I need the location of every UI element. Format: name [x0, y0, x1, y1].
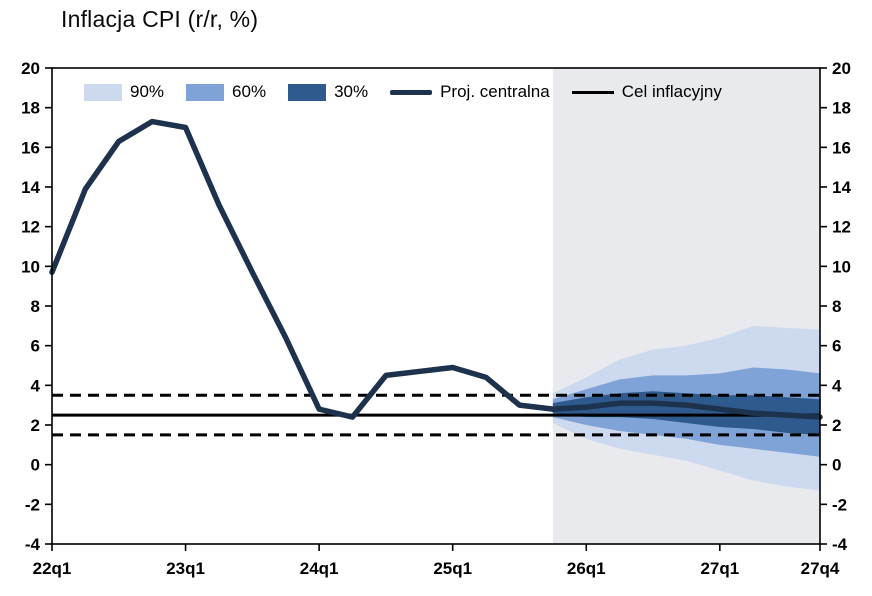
legend-label-90: 90%	[130, 82, 165, 101]
svg-text:18: 18	[21, 99, 40, 118]
svg-text:24q1: 24q1	[300, 559, 339, 578]
svg-text:8: 8	[832, 297, 841, 316]
svg-text:14: 14	[832, 178, 851, 197]
legend-swatch-60-icon	[186, 83, 225, 101]
legend-swatch-90-icon	[84, 83, 122, 101]
svg-text:6: 6	[31, 337, 40, 356]
legend-item-central: Proj. centralna	[390, 82, 550, 102]
svg-text:27q1: 27q1	[700, 559, 739, 578]
svg-text:20: 20	[832, 59, 851, 78]
svg-text:10: 10	[832, 257, 851, 276]
svg-text:0: 0	[832, 456, 841, 475]
svg-text:12: 12	[21, 218, 40, 237]
svg-text:2: 2	[832, 416, 841, 435]
svg-text:4: 4	[31, 376, 41, 395]
legend-swatch-30-icon	[288, 83, 327, 101]
svg-text:6: 6	[832, 337, 841, 356]
svg-text:27q4: 27q4	[801, 559, 840, 578]
legend-central-line-icon	[390, 89, 433, 95]
svg-text:2: 2	[31, 416, 40, 435]
svg-text:26q1: 26q1	[567, 559, 606, 578]
legend-target-line-icon	[571, 90, 614, 94]
legend-label-target: Cel inflacyjny	[621, 82, 722, 101]
svg-text:14: 14	[21, 178, 40, 197]
svg-text:20: 20	[21, 59, 40, 78]
svg-text:18: 18	[832, 99, 851, 118]
svg-text:-2: -2	[25, 495, 40, 514]
legend-label-60: 60%	[232, 82, 267, 101]
svg-text:12: 12	[832, 218, 851, 237]
chart-legend: 90% 60% 30% Proj. centralna Cel inflacyj…	[84, 82, 722, 102]
chart-title: Inflacja CPI (r/r, %)	[61, 6, 259, 32]
svg-text:-4: -4	[25, 535, 41, 554]
svg-text:-4: -4	[832, 535, 848, 554]
svg-text:4: 4	[832, 376, 842, 395]
legend-label-central: Proj. centralna	[440, 82, 550, 101]
svg-text:-2: -2	[832, 495, 847, 514]
svg-text:0: 0	[31, 456, 40, 475]
svg-text:22q1: 22q1	[33, 559, 72, 578]
svg-text:16: 16	[21, 138, 40, 157]
legend-label-30: 30%	[334, 82, 369, 101]
legend-item-target: Cel inflacyjny	[571, 82, 722, 102]
svg-text:10: 10	[21, 257, 40, 276]
svg-text:8: 8	[31, 297, 40, 316]
svg-text:16: 16	[832, 138, 851, 157]
legend-item-30: 30%	[288, 82, 368, 102]
svg-text:23q1: 23q1	[166, 559, 205, 578]
legend-item-60: 60%	[186, 82, 266, 102]
legend-item-90: 90%	[84, 82, 164, 102]
svg-text:25q1: 25q1	[433, 559, 472, 578]
